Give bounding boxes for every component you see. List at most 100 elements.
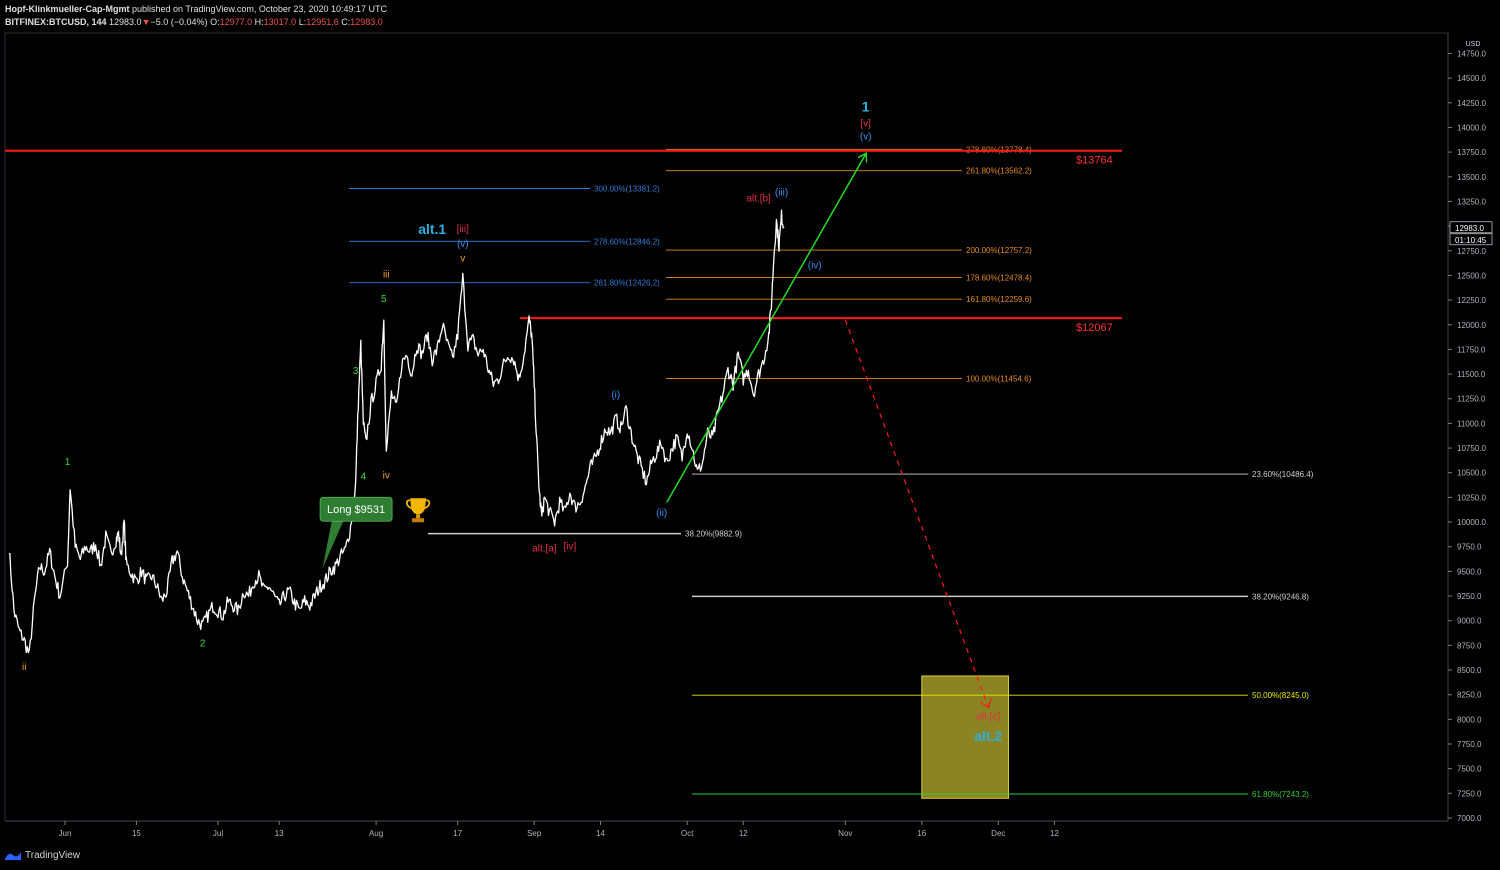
wave-label: (iv): [808, 261, 822, 272]
y-tick-label: 13500.0: [1457, 173, 1486, 182]
close-value: 12983.0: [350, 17, 383, 27]
tradingview-footer[interactable]: TradingView: [4, 850, 80, 861]
tradingview-logo-icon: [5, 852, 21, 860]
y-tick-label: 9000.0: [1457, 617, 1482, 626]
x-tick-label: 12: [739, 829, 748, 838]
wave-label: 5: [381, 294, 387, 305]
open-label: O:: [210, 17, 220, 27]
fib-level-label: 23.60%(10486.4): [1252, 470, 1314, 479]
tradingview-brand: TradingView: [25, 850, 81, 861]
wave-label: 3: [353, 366, 359, 377]
callout-pointer: [322, 519, 345, 569]
high-value: 13017.0: [263, 17, 297, 27]
y-tick-label: 7750.0: [1457, 740, 1482, 749]
wave-label: ii: [22, 662, 26, 673]
y-tick-label: 11500.0: [1457, 370, 1486, 379]
y-tick-label: 11000.0: [1457, 419, 1486, 428]
wave-label: alt.2: [974, 728, 1002, 744]
trophy-icon: [406, 498, 431, 523]
y-tick-label: 8500.0: [1457, 666, 1482, 675]
wave-label: (v): [860, 131, 872, 142]
x-tick-label: 17: [453, 829, 462, 838]
high-label: H:: [254, 17, 264, 27]
y-tick-label: 9250.0: [1457, 592, 1482, 601]
wave-label: [iii]: [457, 224, 469, 235]
chart-header-publisher: Hopf-Klinkmueller-Cap-Mgmt published on …: [5, 4, 387, 14]
fib-level-label: 278.60%(12846.2): [594, 237, 660, 246]
target-zone-box[interactable]: [921, 675, 1009, 799]
callout-text: Long $9531: [327, 504, 385, 516]
y-tick-label: 11750.0: [1457, 345, 1486, 354]
price-change: −5.0 (−0.04%): [150, 17, 208, 27]
symbol-label[interactable]: BITFINEX:BTCUSD, 144: [5, 17, 107, 27]
y-tick-label: 13750.0: [1457, 148, 1486, 157]
projection-arrow[interactable]: [844, 319, 988, 707]
y-tick-label: 12500.0: [1457, 271, 1486, 280]
last-price: 12983.0: [109, 17, 142, 27]
fib-level-label: 100.00%(11454.6): [966, 375, 1032, 384]
fib-level-label: 161.80%(12259.6): [966, 295, 1032, 304]
y-tick-label: 12000.0: [1457, 321, 1486, 330]
wave-label: 1: [862, 99, 870, 115]
y-tick-label: 7500.0: [1457, 765, 1482, 774]
y-tick-label: 8000.0: [1457, 715, 1482, 724]
wave-label: alt.[a]: [532, 544, 557, 555]
y-tick-label: 14000.0: [1457, 123, 1486, 132]
y-tick-label: 12250.0: [1457, 296, 1486, 305]
wave-label: alt.[c]: [976, 711, 1000, 722]
y-tick-label: 13250.0: [1457, 197, 1486, 206]
fib-level-label: 300.00%(13381.2): [594, 184, 660, 193]
publish-info: published on TradingView.com, October 23…: [129, 4, 387, 14]
wave-label: (v): [457, 239, 469, 250]
x-tick-label: Sep: [527, 829, 542, 838]
wave-label: (i): [611, 390, 620, 401]
x-tick-label: 15: [132, 829, 141, 838]
low-value: 12951.6: [306, 17, 339, 27]
currency-label: USD: [1466, 41, 1481, 48]
y-tick-label: 12750.0: [1457, 247, 1486, 256]
y-tick-label: 14750.0: [1457, 49, 1486, 58]
wave-label: alt.[b]: [746, 193, 771, 204]
x-tick-label: 14: [596, 829, 605, 838]
resistance-level-label: $12067: [1076, 322, 1113, 334]
fib-level-label: 178.60%(12478.4): [966, 274, 1032, 283]
x-tick-label: 13: [275, 829, 284, 838]
trend-arrow[interactable]: [666, 154, 866, 503]
x-tick-label: Oct: [681, 829, 694, 838]
y-tick-label: 14500.0: [1457, 74, 1486, 83]
x-tick-label: Jun: [59, 829, 72, 838]
fib-level-label: 61.80%(7243.2): [1252, 790, 1309, 799]
wave-label: 1: [65, 457, 71, 468]
x-tick-label: 16: [917, 829, 926, 838]
y-tick-label: 7250.0: [1457, 789, 1482, 798]
y-tick-label: 10750.0: [1457, 444, 1486, 453]
wave-label: 4: [361, 472, 367, 483]
chart-header-ohlc: BITFINEX:BTCUSD, 144 12983.0▼−5.0 (−0.04…: [5, 17, 383, 27]
close-label: C:: [341, 17, 351, 27]
fib-level-label: 38.20%(9246.8): [1252, 592, 1309, 601]
fib-level-label: 261.80%(12426.2): [594, 279, 660, 288]
fib-level-label: 261.80%(13562.2): [966, 167, 1032, 176]
wave-label: alt.1: [418, 221, 446, 237]
low-label: L:: [298, 17, 307, 27]
y-tick-label: 10500.0: [1457, 469, 1486, 478]
wave-label: (iii): [775, 188, 788, 199]
wave-label: iv: [383, 471, 390, 482]
y-tick-label: 10250.0: [1457, 493, 1486, 502]
fib-level-label: 50.00%(8245.0): [1252, 691, 1309, 700]
y-tick-label: 7000.0: [1457, 814, 1482, 823]
fib-level-label: 200.00%(12757.2): [966, 246, 1032, 255]
y-tick-label: 9500.0: [1457, 567, 1482, 576]
last-price-tag: [1449, 221, 1493, 234]
price-series[interactable]: [8, 209, 785, 654]
y-tick-label: 11250.0: [1457, 395, 1486, 404]
long-entry-callout[interactable]: Long $9531: [319, 496, 431, 569]
author-name[interactable]: Hopf-Klinkmueller-Cap-Mgmt: [5, 4, 130, 14]
wave-label: [v]: [860, 118, 871, 129]
callout-box: [319, 496, 393, 522]
y-tick-label: 9750.0: [1457, 543, 1482, 552]
x-tick-label: Jul: [213, 829, 223, 838]
y-tick-label: 8250.0: [1457, 691, 1482, 700]
x-tick-label: Dec: [991, 829, 1005, 838]
